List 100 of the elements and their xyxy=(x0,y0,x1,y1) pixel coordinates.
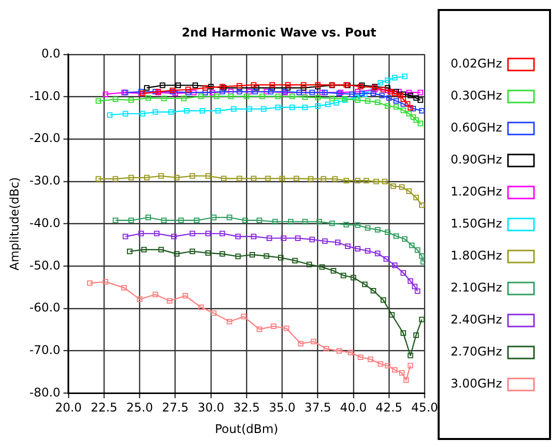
point xyxy=(384,103,390,109)
point xyxy=(278,254,284,260)
point xyxy=(205,173,211,179)
point xyxy=(269,85,275,91)
point xyxy=(364,248,370,254)
point xyxy=(393,104,399,110)
point xyxy=(138,230,144,236)
point xyxy=(329,220,335,226)
point xyxy=(362,91,368,97)
y-tick-label: -40.0 xyxy=(29,216,60,230)
point xyxy=(122,234,128,240)
point xyxy=(112,176,118,182)
point xyxy=(102,279,108,285)
point xyxy=(354,222,360,228)
point xyxy=(268,88,274,94)
point xyxy=(96,176,102,182)
point xyxy=(220,88,226,94)
point xyxy=(408,352,414,358)
point xyxy=(364,98,370,104)
point xyxy=(252,88,258,94)
point xyxy=(174,174,180,180)
point xyxy=(334,100,340,106)
point xyxy=(386,95,392,101)
point xyxy=(190,173,196,179)
point xyxy=(298,340,304,346)
point xyxy=(279,176,285,182)
point xyxy=(214,94,220,100)
point xyxy=(388,88,394,94)
point xyxy=(419,202,425,208)
point xyxy=(413,332,419,338)
point xyxy=(406,188,412,194)
point xyxy=(380,86,386,92)
point xyxy=(340,272,346,278)
point xyxy=(228,94,234,100)
point xyxy=(332,176,338,182)
point xyxy=(404,101,410,107)
y-tick-label: -30.0 xyxy=(29,174,60,188)
point xyxy=(378,361,384,367)
point xyxy=(141,246,147,252)
point xyxy=(319,264,325,270)
point xyxy=(265,176,271,182)
point xyxy=(302,94,308,100)
point xyxy=(194,218,200,224)
point xyxy=(192,82,198,88)
point xyxy=(294,176,300,182)
point xyxy=(334,240,341,246)
point xyxy=(413,117,419,123)
point xyxy=(359,90,365,96)
point xyxy=(309,90,315,96)
point xyxy=(264,88,270,94)
point xyxy=(158,173,164,179)
point xyxy=(400,270,406,276)
point xyxy=(174,251,180,257)
point xyxy=(185,86,191,92)
point xyxy=(358,354,364,360)
point xyxy=(336,348,342,354)
point xyxy=(280,235,286,241)
point xyxy=(264,253,270,259)
point xyxy=(102,91,108,97)
point xyxy=(136,296,142,302)
point xyxy=(322,90,328,96)
point xyxy=(374,99,380,106)
legend-label: 1.20GHz xyxy=(450,184,502,199)
x-tick-label: 32.5 xyxy=(233,400,260,415)
point xyxy=(418,90,424,96)
point xyxy=(228,88,234,94)
point xyxy=(319,90,325,96)
point xyxy=(370,90,376,96)
point xyxy=(420,259,425,265)
point xyxy=(350,274,356,280)
point xyxy=(246,88,252,94)
point xyxy=(329,96,335,102)
point xyxy=(392,367,398,373)
point xyxy=(368,356,374,362)
point xyxy=(348,350,354,356)
y-tick-label: -10.0 xyxy=(29,88,60,103)
point xyxy=(400,108,406,114)
point xyxy=(128,174,134,180)
point xyxy=(393,98,399,104)
point xyxy=(256,326,262,332)
point xyxy=(408,278,414,284)
point xyxy=(419,253,425,259)
point xyxy=(269,82,275,88)
point xyxy=(249,252,256,258)
point xyxy=(152,88,158,94)
point xyxy=(354,88,360,94)
point xyxy=(220,176,227,182)
legend-label: 2.70GHz xyxy=(450,344,502,359)
point xyxy=(392,74,398,80)
point xyxy=(400,330,406,336)
point xyxy=(384,77,390,83)
x-tick-label: 30.0 xyxy=(198,400,224,415)
point xyxy=(320,176,326,182)
point xyxy=(250,234,256,240)
point xyxy=(154,230,160,236)
point xyxy=(220,230,226,236)
point xyxy=(330,268,336,274)
point xyxy=(171,234,177,240)
point xyxy=(315,94,321,100)
point xyxy=(302,104,308,110)
